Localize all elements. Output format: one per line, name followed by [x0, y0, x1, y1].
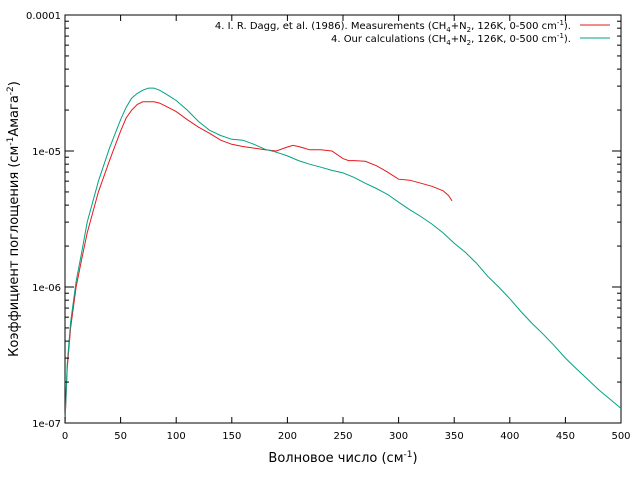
x-tick-label: 100 — [167, 431, 186, 442]
y-tick-label: 1e-06 — [32, 283, 61, 294]
legend-entry-label-2: 4. Our calculations (CH4+N2, 126K, 0-500… — [331, 32, 571, 47]
x-tick-label: 400 — [500, 431, 519, 442]
x-axis-title: Волновое число (см-1) — [268, 450, 417, 466]
x-tick-label: 0 — [62, 431, 68, 442]
x-tick-label: 450 — [556, 431, 575, 442]
plot-frame — [64, 14, 622, 424]
series-line-1 — [64, 101, 453, 424]
x-tick-label: 50 — [114, 431, 127, 442]
y-tick-label: 0.0001 — [26, 11, 61, 22]
y-axis-title: Коэффициент поглощения (см-1Амага-2) — [6, 81, 22, 357]
x-tick-label: 300 — [389, 431, 408, 442]
y-tick-label: 1e-07 — [32, 419, 61, 430]
y-tick-label: 1e-05 — [32, 147, 61, 158]
x-tick-label: 200 — [278, 431, 297, 442]
series-line-2 — [64, 87, 622, 424]
x-tick-label: 250 — [333, 431, 352, 442]
x-tick-label: 500 — [611, 431, 630, 442]
x-tick-label: 350 — [445, 431, 464, 442]
x-tick-label: 150 — [222, 431, 241, 442]
legend-entry-label-1: 4. I. R. Dagg, et al. (1986). Measuremen… — [215, 19, 571, 34]
